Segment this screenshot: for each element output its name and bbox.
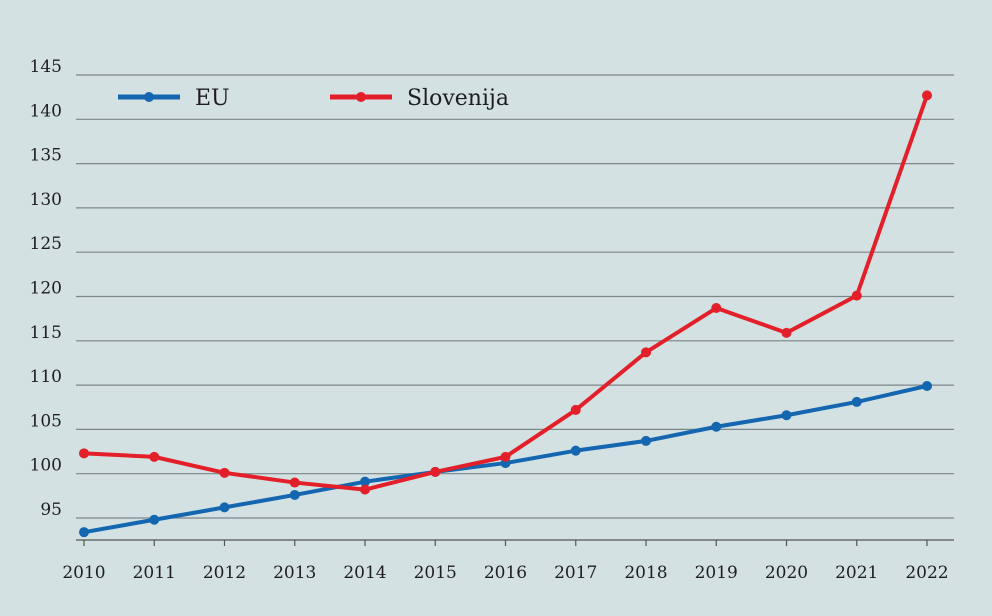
x-tick-label: 2020 [765,563,808,583]
x-tick-label: 2014 [343,563,386,583]
series-line-slovenija [83,94,929,492]
legend-marker [356,92,366,102]
data-point [289,489,300,500]
y-tick-label: 140 [30,101,62,121]
data-point [430,466,441,477]
data-point [149,451,160,462]
data-point [922,90,932,101]
x-tick-label: 2011 [133,563,176,583]
data-point [781,410,792,421]
data-point [149,514,160,525]
x-tick-label: 2012 [203,563,246,583]
y-tick-label: 130 [30,190,62,210]
x-tick-label: 2018 [624,563,667,583]
data-point [851,396,862,407]
data-point [570,445,581,456]
data-point [781,327,792,338]
data-point [641,435,651,446]
legend: EU Slovenija [118,86,509,111]
data-point [500,451,511,462]
data-point [79,527,89,538]
legend-marker [144,92,154,102]
x-tick-label: 2013 [273,563,316,583]
x-tick-label: 2016 [484,563,527,583]
y-tick-label: 125 [30,234,62,254]
data-point [851,290,862,301]
y-tick-label: 105 [30,411,62,431]
y-tick-label: 145 [30,57,62,77]
data-point [289,477,300,488]
data-point [219,467,230,478]
x-tick-label: 2022 [905,563,948,583]
legend-label: Slovenija [407,86,509,111]
x-tick-label: 2019 [695,563,738,583]
y-tick-label: 115 [30,323,62,343]
x-tick-label: 2021 [835,563,878,583]
data-point [79,448,89,459]
x-tick-label: 2010 [62,563,105,583]
data-point [711,421,722,432]
data-point [360,484,370,495]
data-point [570,404,581,415]
y-tick-label: 110 [30,367,62,387]
data-point [922,380,932,391]
series-lines [79,90,932,538]
data-point [360,476,370,487]
y-tick-label: 120 [30,279,62,299]
y-tick-label: 95 [40,500,62,520]
legend-label: EU [195,86,230,111]
x-axis: 2010 2011 2012 2013 2014 2015 2016 2017 2018 2019… [62,539,954,583]
x-tick-label: 2017 [554,563,597,583]
data-point [711,303,722,314]
y-axis-ticks: 95 100 105 110 115 120 125 130 135 140 145 [30,57,62,520]
data-point [641,347,651,358]
data-point [219,502,230,513]
x-tick-label: 2015 [414,563,457,583]
y-tick-label: 100 [30,456,62,476]
y-tick-label: 135 [30,146,62,166]
